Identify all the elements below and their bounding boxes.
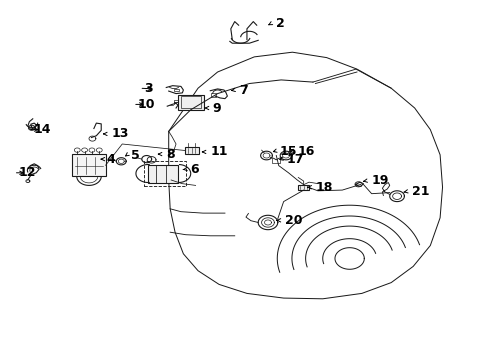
- Text: 8: 8: [166, 148, 175, 161]
- Text: 21: 21: [411, 185, 428, 198]
- Text: 12: 12: [19, 166, 36, 179]
- Text: 9: 9: [212, 102, 221, 114]
- Text: 13: 13: [111, 127, 129, 140]
- Text: 2: 2: [276, 17, 285, 30]
- Text: 3: 3: [144, 82, 153, 95]
- Bar: [298, 185, 308, 190]
- Text: 20: 20: [284, 214, 302, 227]
- Text: 7: 7: [239, 84, 248, 96]
- Text: 18: 18: [315, 181, 332, 194]
- Bar: [144, 161, 185, 186]
- Bar: [184, 147, 198, 154]
- Bar: [148, 165, 178, 183]
- Bar: [211, 93, 216, 97]
- Text: 15: 15: [279, 145, 297, 158]
- Bar: [72, 154, 105, 176]
- Text: 17: 17: [285, 153, 303, 166]
- Text: 16: 16: [297, 145, 314, 158]
- Text: 14: 14: [33, 123, 51, 136]
- Text: 6: 6: [190, 163, 199, 176]
- Text: 19: 19: [371, 174, 388, 187]
- Bar: [181, 96, 201, 108]
- Text: 11: 11: [210, 145, 227, 158]
- Bar: [178, 95, 203, 110]
- Bar: [173, 89, 179, 91]
- Text: 10: 10: [138, 98, 155, 111]
- Text: 5: 5: [131, 149, 140, 162]
- Text: 4: 4: [106, 153, 115, 166]
